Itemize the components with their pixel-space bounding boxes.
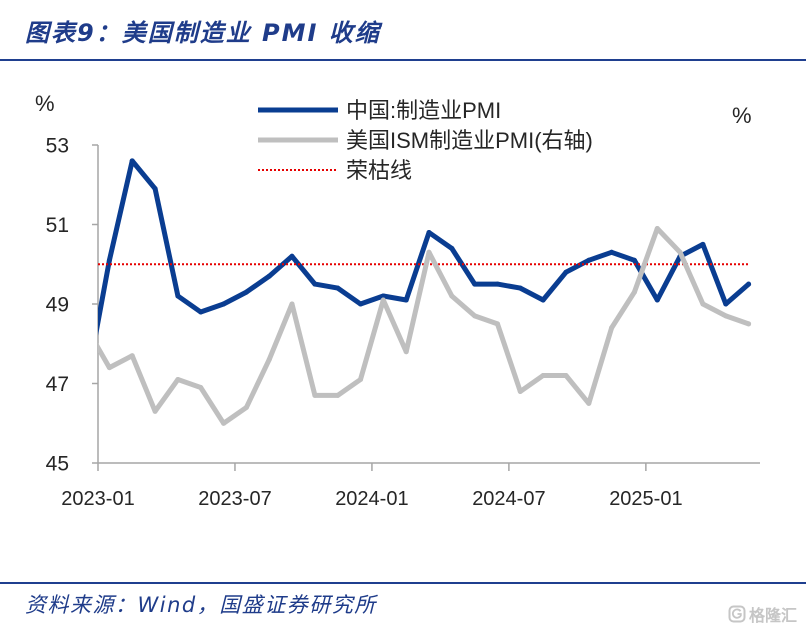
y-axis-label: % (35, 91, 55, 116)
us-ism-pmi-point (84, 325, 89, 330)
y2-axis-label: % (732, 103, 752, 128)
china-pmi-point (700, 241, 706, 247)
us-ism-pmi-point (403, 349, 409, 355)
us-ism-pmi-point (289, 301, 295, 307)
china-pmi-point (312, 281, 318, 287)
china-pmi-point (289, 253, 295, 259)
us-ism-pmi-point (472, 313, 478, 319)
china-pmi-point (631, 257, 637, 263)
legend-item-china-pmi: 中国:制造业PMI (258, 98, 501, 123)
x-tick-label: 2023-07 (198, 488, 271, 510)
legend-item-us-ism-pmi: 美国ISM制造业PMI(右轴) (258, 128, 593, 153)
us-ism-pmi-point (654, 226, 660, 231)
us-ism-pmi-point (358, 377, 363, 382)
us-ism-pmi-point (677, 249, 683, 255)
china-pmi-point (84, 381, 89, 386)
source-note: 资料来源：Wind，国盛证券研究所 (25, 593, 377, 617)
gelonghui-logo-icon (728, 605, 746, 623)
us-ism-pmi-point (106, 365, 112, 371)
us-ism-pmi-point (609, 325, 615, 331)
us-ism-pmi-line (98, 226, 752, 426)
plot-area (84, 158, 752, 426)
china-pmi-point (540, 297, 546, 303)
china-pmi-point (723, 301, 729, 307)
legend-label-us-ism-pmi: 美国ISM制造业PMI(右轴) (346, 128, 593, 153)
us-ism-pmi-point (175, 377, 181, 382)
x-tick-label: 2025-01 (609, 488, 682, 510)
china-pmi-point (129, 158, 135, 164)
china-pmi-point (563, 269, 569, 275)
legend: 中国:制造业PMI 美国ISM制造业PMI(右轴) 荣枯线 (258, 98, 593, 183)
tick-labels: 45 47 49 51 53 2023-01 2023-07 2024-01 2024-07 20… (46, 135, 683, 511)
us-ism-pmi-point (723, 313, 729, 319)
y-tick-label: 53 (46, 135, 69, 158)
china-pmi-point (106, 257, 112, 263)
china-pmi-point (654, 297, 660, 303)
china-pmi-point (335, 285, 341, 291)
source-divider (0, 582, 806, 584)
china-pmi-point (380, 293, 386, 299)
x-tick-label: 2024-01 (335, 488, 408, 510)
watermark-text: 格隆汇 (749, 606, 798, 625)
china-pmi-point (609, 249, 615, 255)
china-pmi-line (98, 158, 752, 336)
china-pmi-point (198, 309, 204, 315)
china-pmi-point (266, 273, 272, 279)
china-pmi-point (243, 289, 249, 295)
china-pmi-point (152, 186, 158, 192)
us-ism-pmi-point (221, 420, 227, 426)
title-divider (0, 59, 806, 61)
us-ism-pmi-point (266, 357, 272, 363)
us-ism-pmi-point (129, 353, 135, 359)
china-pmi-point (586, 257, 592, 263)
us-ism-pmi-point (152, 408, 158, 414)
y-tick-label: 51 (46, 214, 69, 237)
china-pmi-point (221, 301, 227, 307)
us-ism-pmi-point (380, 297, 386, 303)
china-pmi-point (426, 230, 432, 235)
chart-axes (92, 144, 760, 471)
us-ism-pmi-point (700, 301, 706, 307)
china-pmi-point (746, 281, 752, 287)
china-pmi-point (472, 281, 478, 287)
pmi-line-chart: 45 47 49 51 53 2023-01 2023-07 2024-01 2024-07 20… (35, 91, 760, 511)
figure-title: 图表9：美国制造业 PMI 收缩 (25, 19, 381, 47)
us-ism-pmi-point (540, 373, 546, 378)
watermark: 格隆汇 (728, 603, 802, 625)
china-pmi-point (495, 281, 500, 287)
china-pmi-point (449, 245, 455, 251)
x-tick-label: 2024-07 (472, 488, 545, 510)
us-ism-pmi-point (198, 385, 204, 390)
us-ism-pmi-point (312, 392, 318, 398)
china-pmi-point (175, 293, 181, 299)
us-ism-pmi-point (335, 392, 341, 398)
us-ism-pmi-point (563, 373, 569, 378)
y-tick-label: 47 (46, 373, 69, 396)
x-tick-label: 2023-01 (61, 488, 134, 510)
y-tick-label: 45 (46, 453, 69, 476)
legend-label-threshold: 荣枯线 (346, 158, 412, 183)
china-pmi-point (358, 301, 363, 307)
china-pmi-point (517, 285, 523, 291)
china-pmi-point (403, 297, 409, 303)
us-ism-pmi-point (517, 389, 523, 394)
legend-item-threshold: 荣枯线 (258, 158, 412, 183)
legend-label-china-pmi: 中国:制造业PMI (346, 98, 501, 123)
us-ism-pmi-point (449, 293, 455, 299)
us-ism-pmi-point (746, 321, 752, 327)
us-ism-pmi-point (243, 404, 249, 410)
y-tick-label: 49 (46, 294, 69, 317)
us-ism-pmi-point (631, 289, 637, 295)
us-ism-pmi-point (426, 249, 432, 255)
us-ism-pmi-point (586, 400, 592, 406)
us-ism-pmi-point (495, 321, 500, 327)
